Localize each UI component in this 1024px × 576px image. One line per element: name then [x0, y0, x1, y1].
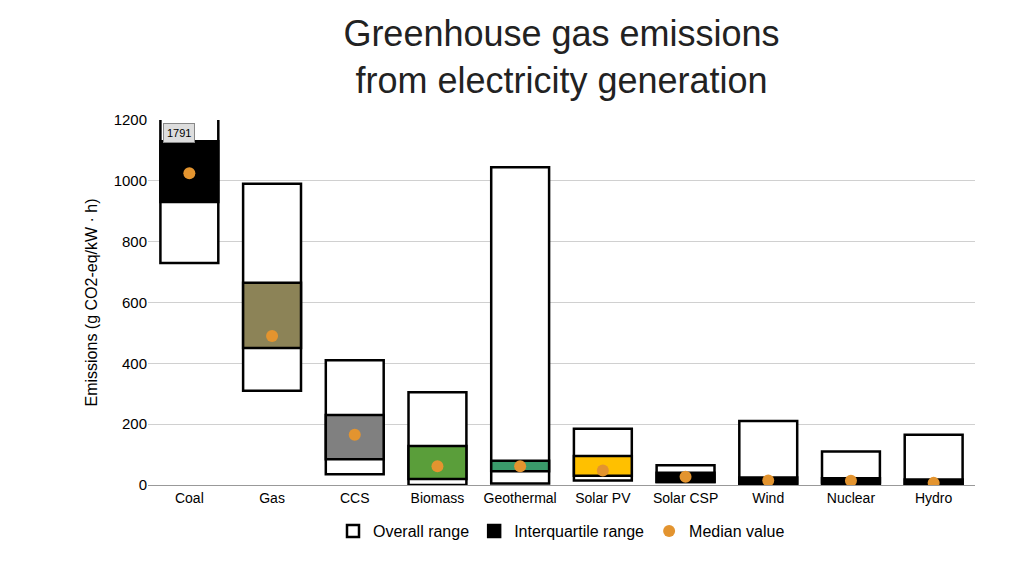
svg-text:600: 600 [122, 294, 147, 311]
svg-text:Biomass: Biomass [411, 490, 465, 506]
svg-text:Hydro: Hydro [915, 490, 953, 506]
svg-text:200: 200 [122, 415, 147, 432]
svg-text:Geothermal: Geothermal [484, 490, 557, 506]
svg-text:800: 800 [122, 233, 147, 250]
svg-text:Wind: Wind [752, 490, 784, 506]
svg-text:CCS: CCS [340, 490, 370, 506]
svg-text:Gas: Gas [259, 490, 285, 506]
svg-text:Coal: Coal [175, 490, 204, 506]
svg-text:Greenhouse gas emissionsfrom e: Greenhouse gas emissionsfrom electricity… [343, 13, 779, 101]
svg-text:1200: 1200 [114, 111, 147, 128]
svg-text:1791: 1791 [167, 127, 191, 139]
svg-text:Median value: Median value [689, 523, 784, 540]
svg-text:400: 400 [122, 355, 147, 372]
svg-text:Solar CSP: Solar CSP [653, 490, 718, 506]
svg-text:0: 0 [139, 476, 147, 493]
svg-text:1000: 1000 [114, 172, 147, 189]
svg-text:Interquartile range: Interquartile range [514, 523, 644, 540]
svg-text:Nuclear: Nuclear [827, 490, 876, 506]
svg-text:Emissions (g CO2-eq/kW · h): Emissions (g CO2-eq/kW · h) [83, 198, 100, 406]
svg-text:Solar PV: Solar PV [575, 490, 631, 506]
svg-text:Overall range: Overall range [373, 523, 469, 540]
